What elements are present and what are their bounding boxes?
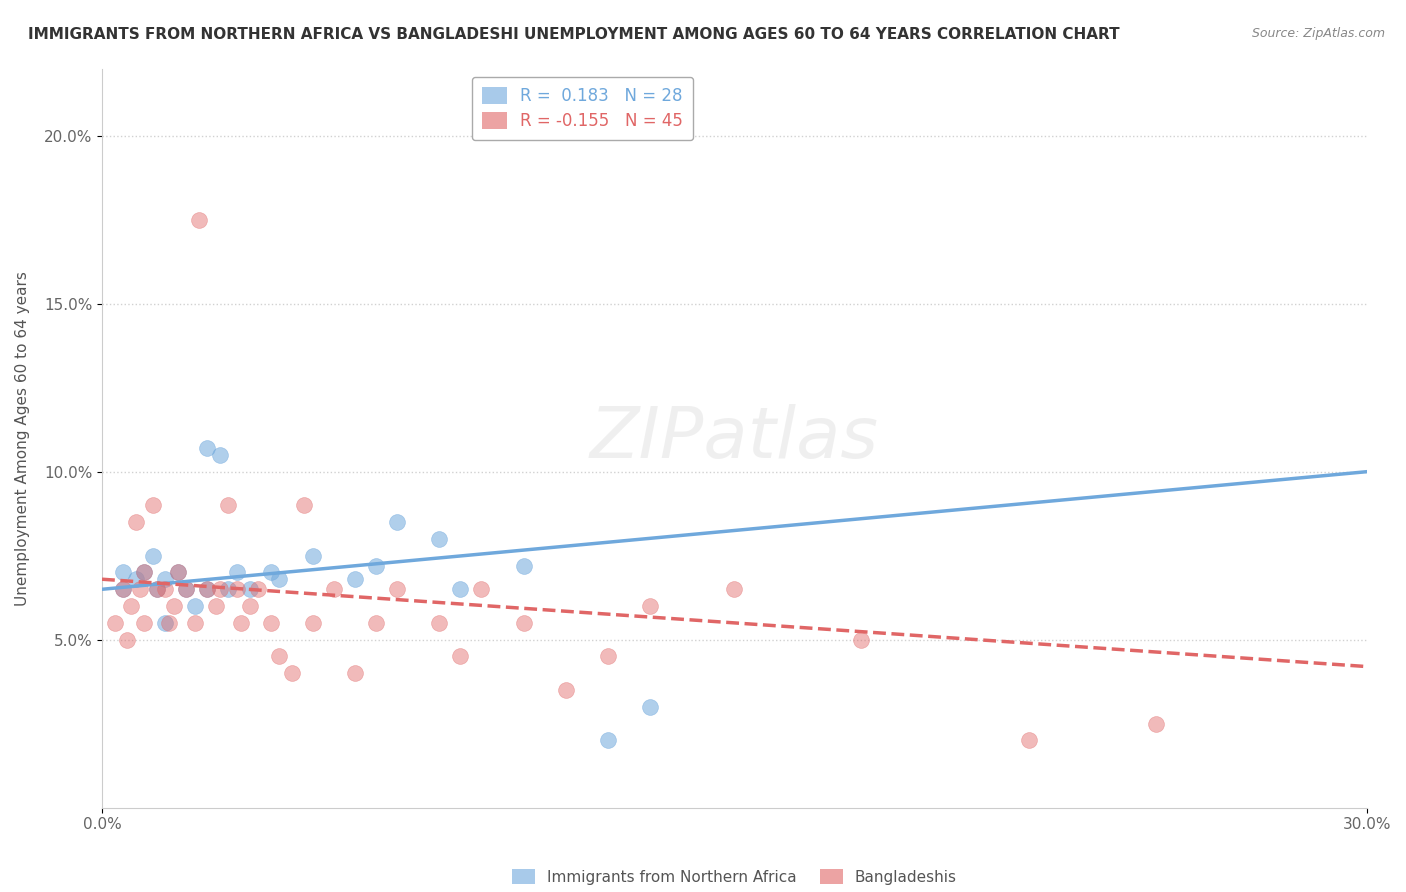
Point: [155, 615, 177, 630]
Point: [229, 615, 252, 630]
Point: [208, 448, 231, 462]
Point: [129, 582, 152, 597]
Point: [134, 566, 156, 580]
Point: [112, 566, 135, 580]
Point: [364, 558, 387, 573]
Point: [217, 582, 239, 597]
Point: [292, 498, 315, 512]
Y-axis label: Unemployment Among Ages 60 to 64 years: Unemployment Among Ages 60 to 64 years: [15, 270, 30, 606]
Point: [385, 515, 408, 529]
Point: [512, 558, 534, 573]
Point: [112, 582, 135, 597]
Point: [267, 649, 290, 664]
Point: [125, 572, 148, 586]
Point: [225, 566, 247, 580]
Point: [343, 572, 366, 586]
Point: [195, 441, 218, 455]
Point: [322, 582, 344, 597]
Point: [280, 666, 302, 681]
Point: [163, 599, 186, 613]
Point: [343, 666, 366, 681]
Point: [167, 566, 190, 580]
Point: [155, 582, 177, 597]
Point: [638, 599, 661, 613]
Point: [217, 498, 239, 512]
Point: [125, 515, 148, 529]
Legend: Immigrants from Northern Africa, Bangladeshis: Immigrants from Northern Africa, Banglad…: [503, 860, 966, 892]
Point: [184, 615, 207, 630]
Point: [238, 582, 260, 597]
Point: [188, 212, 211, 227]
Point: [238, 599, 260, 613]
Point: [1144, 716, 1167, 731]
Point: [184, 599, 207, 613]
Point: [112, 582, 135, 597]
Point: [1018, 733, 1040, 747]
Point: [301, 549, 323, 563]
Point: [134, 566, 156, 580]
Point: [117, 632, 139, 647]
Point: [638, 699, 661, 714]
Text: Source: ZipAtlas.com: Source: ZipAtlas.com: [1251, 27, 1385, 40]
Point: [449, 582, 471, 597]
Point: [554, 683, 576, 698]
Point: [225, 582, 247, 597]
Point: [142, 549, 165, 563]
Point: [195, 582, 218, 597]
Point: [596, 649, 619, 664]
Point: [155, 572, 177, 586]
Point: [176, 582, 198, 597]
Point: [596, 733, 619, 747]
Point: [849, 632, 872, 647]
Point: [159, 615, 181, 630]
Point: [146, 582, 169, 597]
Point: [142, 498, 165, 512]
Point: [267, 572, 290, 586]
Point: [208, 582, 231, 597]
Text: ZIPatlas: ZIPatlas: [591, 403, 879, 473]
Point: [470, 582, 492, 597]
Point: [104, 615, 127, 630]
Point: [121, 599, 143, 613]
Point: [204, 599, 226, 613]
Point: [195, 582, 218, 597]
Point: [449, 649, 471, 664]
Point: [512, 615, 534, 630]
Point: [723, 582, 745, 597]
Point: [259, 615, 281, 630]
Point: [246, 582, 269, 597]
Point: [259, 566, 281, 580]
Point: [385, 582, 408, 597]
Point: [167, 566, 190, 580]
Text: IMMIGRANTS FROM NORTHERN AFRICA VS BANGLADESHI UNEMPLOYMENT AMONG AGES 60 TO 64 : IMMIGRANTS FROM NORTHERN AFRICA VS BANGL…: [28, 27, 1119, 42]
Point: [134, 615, 156, 630]
Point: [427, 615, 450, 630]
Point: [427, 532, 450, 546]
Point: [364, 615, 387, 630]
Point: [146, 582, 169, 597]
Point: [176, 582, 198, 597]
Point: [301, 615, 323, 630]
